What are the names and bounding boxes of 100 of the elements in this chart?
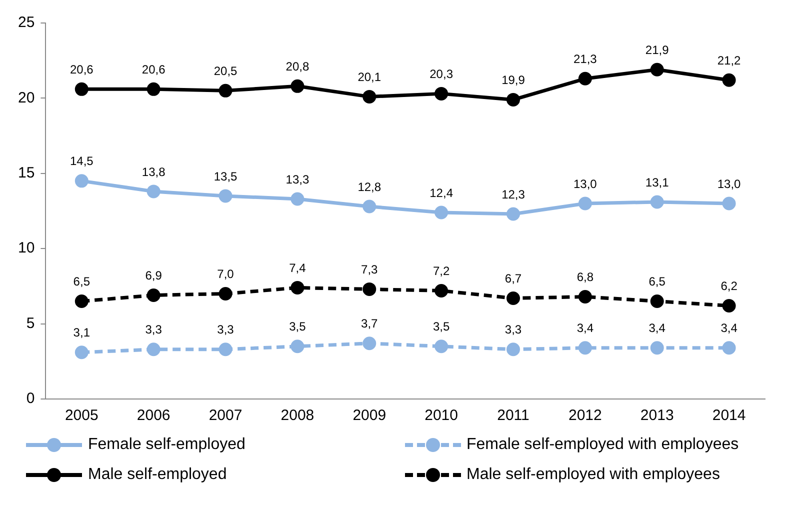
point [146,82,160,96]
x-tick-label: 2013 [640,407,674,424]
point [650,341,664,355]
point [74,174,88,188]
point [434,206,448,220]
data-label: 13,3 [286,172,310,186]
data-label: 3,5 [432,320,450,334]
point [74,82,88,96]
data-label: 12,8 [358,180,382,194]
point [578,290,592,304]
point [506,291,520,305]
y-tick-label: 10 [18,240,35,257]
data-label: 20,8 [286,59,310,74]
data-label: 3,3 [145,322,162,337]
data-label: 3,4 [648,321,666,336]
x-tick-label: 2008 [280,407,314,424]
y-tick-label: 20 [18,89,35,106]
data-label: 3,4 [576,321,594,336]
point [578,196,592,210]
legend-label: Female self-employed [88,436,246,454]
point [722,299,736,312]
point [362,336,376,350]
point [722,73,736,87]
point [362,282,376,296]
point [290,79,304,93]
data-label: 13,0 [573,176,598,191]
point [146,288,160,302]
data-label: 7,4 [289,261,306,276]
x-tick-label: 2014 [712,407,746,424]
data-label: 7,3 [361,262,378,277]
data-label: 21,3 [573,52,598,66]
data-label: 6,2 [720,279,738,294]
point [290,192,304,206]
data-label: 19,9 [502,73,526,88]
x-tick-label: 2012 [568,407,602,424]
data-label: 20,5 [214,64,238,78]
data-label: 3,3 [217,322,234,337]
data-label: 12,4 [430,186,454,200]
point [362,90,376,104]
point [146,184,160,198]
x-tick-label: 2009 [352,407,386,424]
x-tick-label: 2011 [497,407,530,424]
point [434,340,448,354]
point [218,189,232,203]
y-tick-label: 25 [18,14,35,32]
point [218,84,232,98]
point [578,72,592,86]
point [722,341,736,355]
data-label: 12,3 [502,187,526,202]
point [506,92,520,106]
data-label: 3,7 [361,316,378,331]
point [362,200,376,214]
x-tick-label: 2006 [136,407,170,424]
point [650,294,664,308]
point [434,284,448,298]
point [290,280,304,294]
data-label: 13,5 [214,169,238,184]
legend-label: Male self-employed with employees [466,466,720,484]
data-label: 3,1 [73,326,90,340]
data-label: 3,3 [504,322,522,337]
point [650,62,664,76]
point [74,346,88,360]
data-label: 20,3 [430,67,454,81]
data-label: 6,5 [73,274,90,289]
point [218,286,232,300]
legend-label: Male self-employed [88,466,227,484]
point [650,195,664,209]
x-tick-label: 2007 [208,407,242,424]
data-label: 7,2 [432,264,450,278]
data-label: 13,8 [142,164,166,179]
data-label: 3,5 [289,320,306,334]
legend-label: Female self-employed with employees [466,436,739,454]
y-tick-label: 5 [26,314,35,332]
x-tick-label: 2010 [424,407,458,424]
data-label: 6,9 [145,268,162,283]
y-tick-label: 15 [18,164,35,182]
data-label: 6,5 [648,274,666,289]
data-label: 13,1 [645,175,670,190]
data-label: 3,4 [720,321,738,336]
point [722,196,736,210]
data-label: 21,9 [645,42,670,57]
point [218,342,232,356]
point [290,340,304,354]
data-label: 13,0 [717,176,742,191]
data-label: 20,6 [70,62,94,76]
point [506,207,520,221]
point [578,341,592,355]
data-label: 6,7 [504,272,522,286]
data-label: 20,6 [142,62,166,76]
y-tick-label: 0 [26,390,35,408]
data-label: 20,1 [358,70,382,84]
point [74,294,88,308]
point [146,342,160,356]
point [506,342,520,356]
data-label: 14,5 [70,154,94,168]
point [434,86,448,100]
data-label: 7,0 [217,267,234,282]
data-label: 21,2 [717,53,742,68]
data-label: 6,8 [576,270,594,284]
x-tick-label: 2005 [64,407,98,424]
